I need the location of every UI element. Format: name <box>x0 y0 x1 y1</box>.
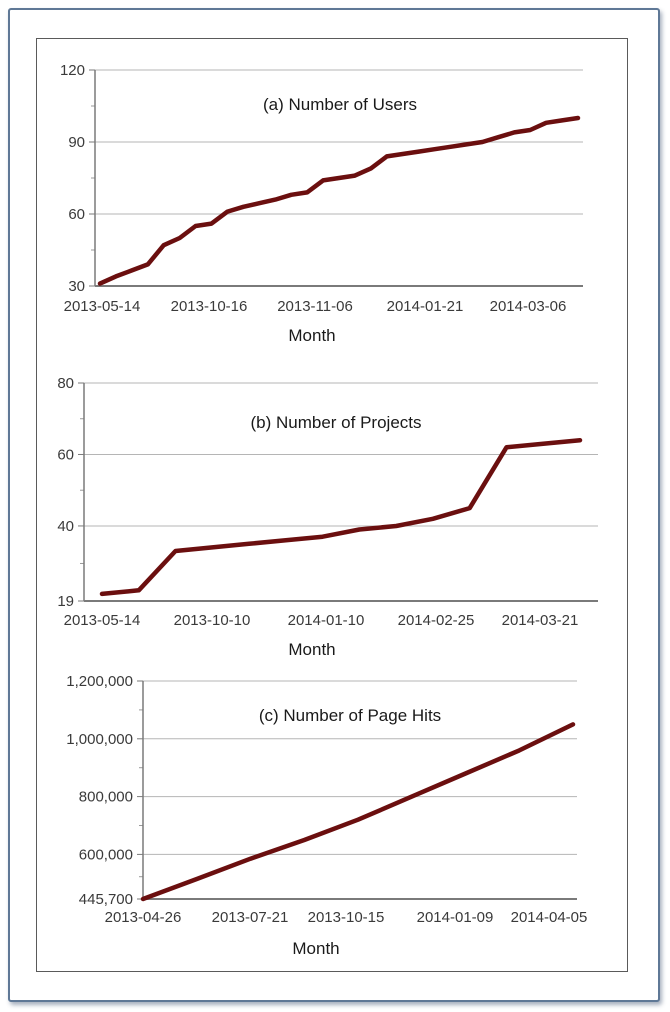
x-tick-label: 2013-10-10 <box>174 612 251 629</box>
x-tick-label: 2014-03-06 <box>490 298 567 315</box>
series-line <box>99 437 583 597</box>
series-line <box>140 722 576 902</box>
x-tick-label: 2014-03-21 <box>502 612 579 629</box>
y-tick-label: 80 <box>57 375 74 392</box>
x-tick-label: 2013-05-14 <box>64 298 141 315</box>
chart-title: (c) Number of Page Hits <box>259 706 441 725</box>
x-axis-label: Month <box>288 326 335 345</box>
x-tick-label: 2013-10-15 <box>308 909 385 926</box>
x-axis-label: Month <box>288 640 335 659</box>
x-tick-label: 2013-05-14 <box>64 612 141 629</box>
y-tick-label: 60 <box>57 446 74 463</box>
chart-2: 19 40 60 80 2013-05-14 2013-10-10 2014-01-10 20… <box>57 375 598 659</box>
y-tick-label: 19 <box>57 593 74 610</box>
series-line <box>97 115 581 286</box>
y-tick-label: 40 <box>57 518 74 535</box>
chart-1: 30 60 90 120 2013-05-14 2013-10-16 2013-11-06 2… <box>60 62 583 345</box>
chart-title: (a) Number of Users <box>263 95 417 114</box>
figure-panel <box>36 38 628 972</box>
x-tick-label: 2013-11-06 <box>277 298 353 315</box>
x-tick-label: 2013-04-26 <box>105 909 182 926</box>
y-tick-label: 1,000,000 <box>66 731 133 748</box>
x-tick-label: 2013-07-21 <box>212 909 289 926</box>
x-tick-label: 2014-02-25 <box>398 612 475 629</box>
y-tick-label: 800,000 <box>79 789 133 806</box>
x-tick-label: 2013-10-16 <box>171 298 248 315</box>
x-axis-label: Month <box>292 939 339 958</box>
x-tick-label: 2014-04-05 <box>511 909 588 926</box>
x-tick-label: 2014-01-10 <box>288 612 365 629</box>
y-tick-label: 30 <box>68 278 85 295</box>
y-tick-label: 90 <box>68 134 85 151</box>
x-tick-label: 2014-01-21 <box>387 298 464 315</box>
chart-3: 445,700 600,000 800,000 1,000,000 1,200,000 2… <box>66 673 587 958</box>
y-tick-label: 600,000 <box>79 846 133 863</box>
y-tick-label: 60 <box>68 206 85 223</box>
x-tick-label: 2014-01-09 <box>417 909 494 926</box>
y-tick-label: 1,200,000 <box>66 673 133 690</box>
y-tick-label: 445,700 <box>79 891 133 908</box>
y-tick-label: 120 <box>60 62 85 79</box>
chart-title: (b) Number of Projects <box>251 413 422 432</box>
